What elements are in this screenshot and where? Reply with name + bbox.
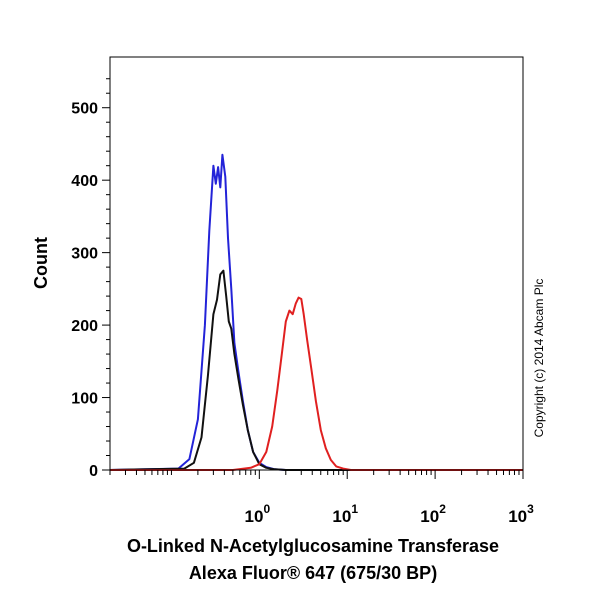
copyright-text: Copyright (c) 2014 Abcam Plc [532,279,546,438]
y-tick-label: 500 [71,101,98,118]
y-axis-label: Count [31,237,51,289]
y-tick-label: 400 [71,173,98,190]
series-layer [109,153,523,471]
x-axis: 100 101 102 103 [109,470,534,526]
y-axis: 0 100 200 300 400 500 [71,78,110,480]
x-axis-label-line2: Alexa Fluor® 647 (675/30 BP) [189,563,437,583]
x-tick-label: 102 [420,502,446,526]
x-axis-label-line1: O-Linked N-Acetylglucosamine Transferase [127,536,499,556]
x-tick-label: 100 [245,502,271,526]
y-tick-label: 200 [71,318,98,335]
y-tick-label: 0 [89,463,98,480]
series-line-1 [109,153,523,471]
x-tick-label: 101 [332,502,358,526]
y-tick-label: 100 [71,391,98,408]
series-line-2 [109,269,523,471]
x-tick-label: 103 [508,502,534,526]
y-tick-label: 300 [71,246,98,263]
plot-frame [109,56,524,471]
series-line-3 [110,296,523,471]
